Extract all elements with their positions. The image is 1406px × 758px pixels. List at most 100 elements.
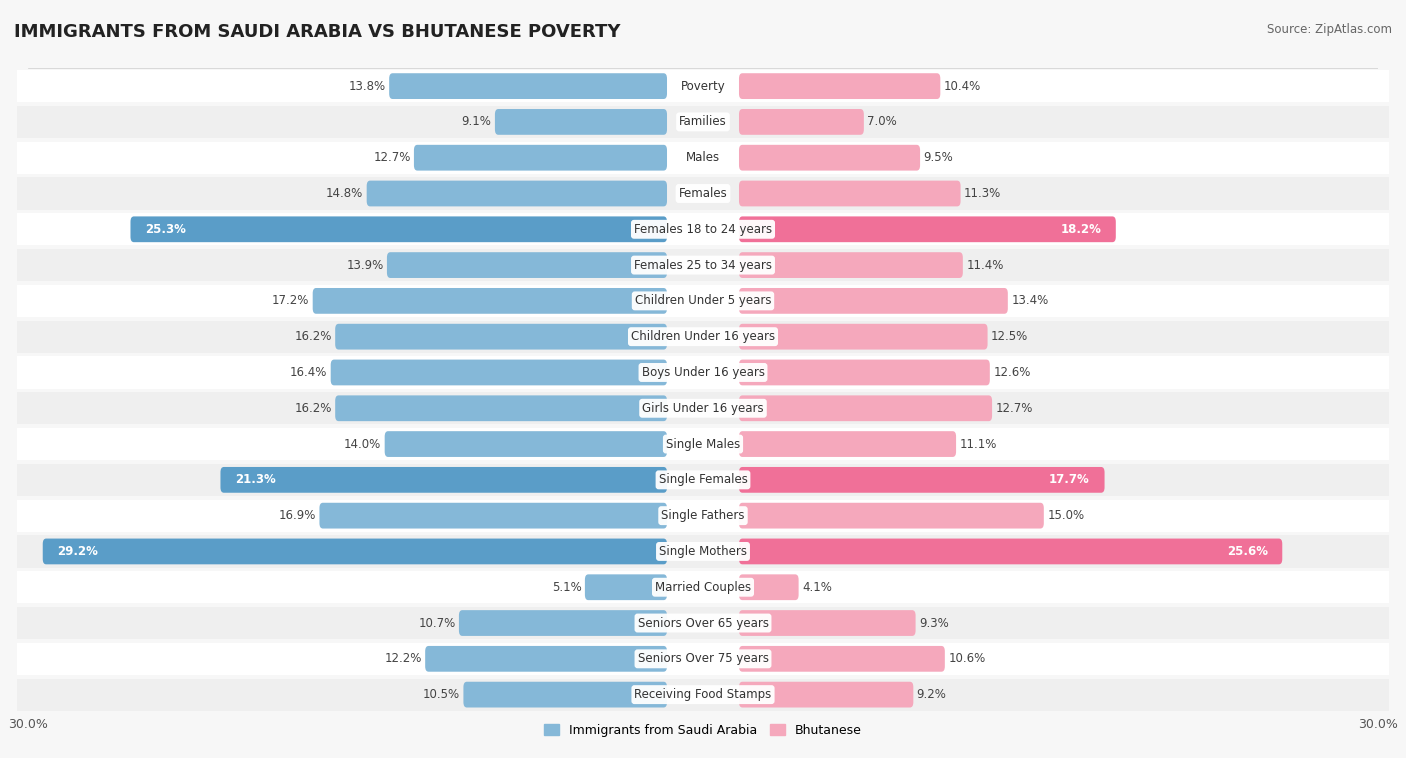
Text: 10.5%: 10.5%	[423, 688, 460, 701]
Text: Seniors Over 65 years: Seniors Over 65 years	[637, 616, 769, 630]
Text: 11.4%: 11.4%	[966, 258, 1004, 271]
Text: 12.7%: 12.7%	[995, 402, 1033, 415]
Text: 12.2%: 12.2%	[384, 653, 422, 666]
Bar	[17, 70, 1389, 102]
FancyBboxPatch shape	[740, 538, 1282, 564]
FancyBboxPatch shape	[312, 288, 666, 314]
FancyBboxPatch shape	[585, 575, 666, 600]
FancyBboxPatch shape	[464, 681, 666, 707]
Text: Girls Under 16 years: Girls Under 16 years	[643, 402, 763, 415]
Text: IMMIGRANTS FROM SAUDI ARABIA VS BHUTANESE POVERTY: IMMIGRANTS FROM SAUDI ARABIA VS BHUTANES…	[14, 23, 620, 41]
Bar	[17, 500, 1389, 532]
Text: 16.9%: 16.9%	[278, 509, 316, 522]
FancyBboxPatch shape	[740, 575, 799, 600]
Text: 9.5%: 9.5%	[924, 151, 953, 164]
FancyBboxPatch shape	[740, 359, 990, 385]
Text: 10.7%: 10.7%	[419, 616, 456, 630]
FancyBboxPatch shape	[335, 324, 666, 349]
Text: 9.2%: 9.2%	[917, 688, 946, 701]
Text: 13.9%: 13.9%	[346, 258, 384, 271]
FancyBboxPatch shape	[495, 109, 666, 135]
FancyBboxPatch shape	[740, 396, 993, 421]
Bar	[17, 678, 1389, 711]
Text: 13.4%: 13.4%	[1011, 294, 1049, 308]
Text: 10.4%: 10.4%	[943, 80, 981, 92]
FancyBboxPatch shape	[740, 646, 945, 672]
Text: 17.2%: 17.2%	[271, 294, 309, 308]
Text: Single Fathers: Single Fathers	[661, 509, 745, 522]
Text: Married Couples: Married Couples	[655, 581, 751, 594]
Text: Poverty: Poverty	[681, 80, 725, 92]
Text: 25.6%: 25.6%	[1226, 545, 1268, 558]
Text: 11.3%: 11.3%	[965, 187, 1001, 200]
Bar	[17, 392, 1389, 424]
FancyBboxPatch shape	[740, 109, 863, 135]
Bar	[17, 356, 1389, 389]
FancyBboxPatch shape	[131, 217, 666, 243]
FancyBboxPatch shape	[387, 252, 666, 278]
FancyBboxPatch shape	[740, 467, 1105, 493]
Text: 7.0%: 7.0%	[868, 115, 897, 128]
FancyBboxPatch shape	[740, 324, 987, 349]
Bar	[17, 464, 1389, 496]
Text: 9.3%: 9.3%	[920, 616, 949, 630]
Text: 5.1%: 5.1%	[551, 581, 582, 594]
Text: 12.7%: 12.7%	[373, 151, 411, 164]
Text: Single Females: Single Females	[658, 473, 748, 487]
FancyBboxPatch shape	[740, 503, 1043, 528]
Text: 12.6%: 12.6%	[993, 366, 1031, 379]
Text: 16.4%: 16.4%	[290, 366, 328, 379]
Text: Seniors Over 75 years: Seniors Over 75 years	[637, 653, 769, 666]
Text: 9.1%: 9.1%	[461, 115, 492, 128]
FancyBboxPatch shape	[335, 396, 666, 421]
Bar	[17, 428, 1389, 460]
Text: 29.2%: 29.2%	[58, 545, 98, 558]
Text: Males: Males	[686, 151, 720, 164]
Text: Females 25 to 34 years: Females 25 to 34 years	[634, 258, 772, 271]
Text: 25.3%: 25.3%	[145, 223, 186, 236]
Text: Females: Females	[679, 187, 727, 200]
Text: 21.3%: 21.3%	[235, 473, 276, 487]
FancyBboxPatch shape	[740, 288, 1008, 314]
FancyBboxPatch shape	[319, 503, 666, 528]
Text: Single Mothers: Single Mothers	[659, 545, 747, 558]
Text: 16.2%: 16.2%	[294, 330, 332, 343]
FancyBboxPatch shape	[740, 681, 914, 707]
Bar	[17, 213, 1389, 246]
Bar	[17, 142, 1389, 174]
Bar	[17, 607, 1389, 639]
Text: 14.0%: 14.0%	[344, 437, 381, 450]
Text: 16.2%: 16.2%	[294, 402, 332, 415]
FancyBboxPatch shape	[42, 538, 666, 564]
Text: Children Under 5 years: Children Under 5 years	[634, 294, 772, 308]
FancyBboxPatch shape	[740, 217, 1116, 243]
Text: Single Males: Single Males	[666, 437, 740, 450]
Text: 18.2%: 18.2%	[1060, 223, 1101, 236]
FancyBboxPatch shape	[425, 646, 666, 672]
Text: Source: ZipAtlas.com: Source: ZipAtlas.com	[1267, 23, 1392, 36]
Bar	[17, 249, 1389, 281]
FancyBboxPatch shape	[389, 74, 666, 99]
Text: 12.5%: 12.5%	[991, 330, 1028, 343]
Text: Receiving Food Stamps: Receiving Food Stamps	[634, 688, 772, 701]
Legend: Immigrants from Saudi Arabia, Bhutanese: Immigrants from Saudi Arabia, Bhutanese	[538, 719, 868, 742]
Text: 10.6%: 10.6%	[948, 653, 986, 666]
Bar	[17, 285, 1389, 317]
Bar	[17, 643, 1389, 675]
Text: 13.8%: 13.8%	[349, 80, 385, 92]
Bar	[17, 571, 1389, 603]
FancyBboxPatch shape	[385, 431, 666, 457]
Bar	[17, 106, 1389, 138]
FancyBboxPatch shape	[413, 145, 666, 171]
FancyBboxPatch shape	[458, 610, 666, 636]
Text: 17.7%: 17.7%	[1049, 473, 1090, 487]
FancyBboxPatch shape	[740, 74, 941, 99]
FancyBboxPatch shape	[740, 431, 956, 457]
FancyBboxPatch shape	[740, 252, 963, 278]
Text: Children Under 16 years: Children Under 16 years	[631, 330, 775, 343]
FancyBboxPatch shape	[740, 610, 915, 636]
Bar	[17, 177, 1389, 210]
FancyBboxPatch shape	[740, 145, 920, 171]
Text: Families: Families	[679, 115, 727, 128]
Text: Boys Under 16 years: Boys Under 16 years	[641, 366, 765, 379]
